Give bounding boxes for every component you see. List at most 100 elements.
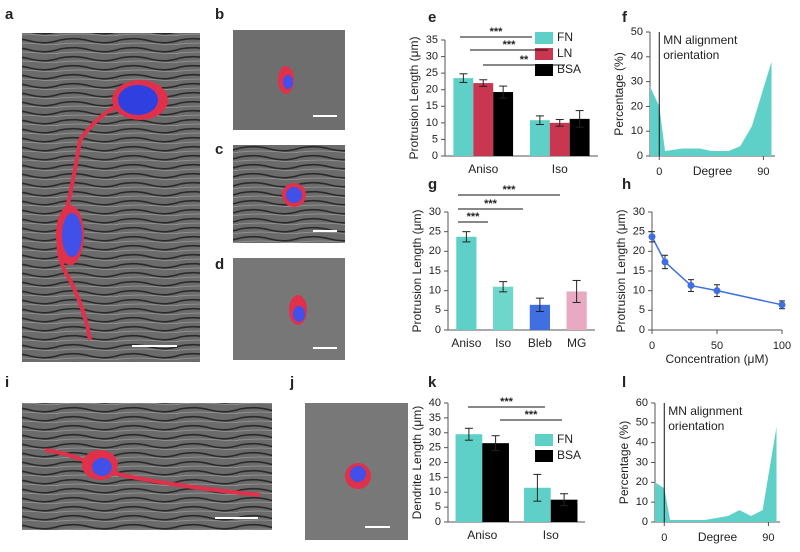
x-tick-label: Aniso [467, 528, 497, 542]
significance-label: *** [484, 198, 498, 210]
error-bar [499, 281, 508, 293]
y-axis-title: Dendrite Length (μm) [410, 406, 424, 520]
y-axis-title: Protrusion Length (μm) [410, 210, 424, 333]
panel-label: h [622, 176, 631, 193]
x-tick-label: Bleb [528, 336, 552, 350]
x-tick-label: 0 [649, 340, 655, 352]
x-tick-label: Iso [552, 162, 568, 176]
x-tick-label: Iso [543, 528, 559, 542]
legend-label: BSA [557, 62, 581, 76]
x-tick-label: 50 [711, 340, 723, 352]
significance-label: *** [467, 211, 481, 223]
legend-swatch [535, 32, 553, 44]
significance-label: *** [503, 39, 517, 51]
error-bar [462, 231, 471, 243]
y-tick-label: 0 [435, 516, 441, 528]
y-axis-title: Protrusion Length (μm) [614, 210, 628, 333]
legend-label: LN [557, 46, 572, 60]
bar [455, 434, 483, 522]
panel-label: a [5, 6, 14, 23]
y-tick-label: 40 [636, 437, 648, 449]
legend-swatch [535, 450, 553, 462]
panel-label: g [428, 176, 437, 193]
micrograph-i [22, 403, 272, 530]
micrograph-b [233, 30, 345, 130]
error-bar [499, 85, 508, 99]
x-tick-label: 90 [757, 166, 769, 178]
y-tick-label: 40 [429, 397, 441, 409]
y-tick-label: 35 [426, 34, 438, 46]
error-bar [459, 73, 468, 83]
y-tick-label: 5 [432, 133, 438, 145]
x-tick-label: MG [567, 336, 586, 350]
error-bar [560, 493, 569, 507]
annotation: MN alignment [668, 404, 743, 418]
error-bar [555, 119, 564, 127]
annotation: orientation [668, 419, 724, 433]
y-tick-label: 5 [435, 501, 441, 513]
y-tick-label: 35 [429, 412, 441, 424]
annotation: orientation [663, 48, 719, 62]
y-tick-label: 15 [429, 265, 441, 277]
x-tick-label: 0 [661, 532, 667, 544]
y-tick-label: 10 [636, 496, 648, 508]
x-tick-label: Aniso [451, 336, 481, 350]
bar [456, 236, 477, 330]
bar [453, 78, 474, 156]
y-axis-title: Protrusion Length (μm) [407, 37, 421, 160]
y-tick-label: 30 [429, 427, 441, 439]
x-tick-label: Aniso [468, 162, 498, 176]
y-tick-label: 0 [639, 324, 645, 336]
bar [482, 443, 509, 522]
y-tick-label: 30 [429, 206, 441, 218]
legend-swatch [535, 64, 553, 76]
y-tick-label: 25 [633, 226, 645, 238]
legend-swatch [535, 48, 553, 60]
legend-label: FN [557, 30, 573, 44]
panel-label: c [215, 141, 223, 158]
panel-label: i [5, 374, 9, 391]
micrograph-d [233, 258, 345, 360]
y-tick-label: 60 [636, 397, 648, 409]
y-tick-label: 20 [631, 100, 643, 112]
significance-label: *** [525, 409, 539, 421]
y-tick-label: 15 [633, 265, 645, 277]
y-tick-label: 15 [429, 471, 441, 483]
y-tick-label: 10 [429, 486, 441, 498]
significance-label: *** [490, 26, 504, 38]
y-tick-label: 10 [631, 125, 643, 137]
y-tick-label: 20 [426, 84, 438, 96]
panel-label: b [215, 6, 224, 23]
bar [529, 120, 550, 156]
y-tick-label: 20 [633, 245, 645, 257]
y-tick-label: 30 [426, 50, 438, 62]
panel-label: e [428, 9, 436, 26]
bar [493, 286, 514, 330]
y-tick-label: 5 [435, 304, 441, 316]
y-tick-label: 40 [631, 51, 643, 63]
annotation: MN alignment [663, 33, 738, 47]
bar [566, 291, 587, 330]
error-bar [464, 427, 473, 441]
y-tick-label: 20 [636, 476, 648, 488]
error-bar [535, 297, 544, 313]
point [713, 287, 721, 295]
y-tick-label: 0 [637, 150, 643, 162]
x-axis-title: Degree [698, 530, 738, 544]
y-tick-label: 0 [435, 324, 441, 336]
panel-label: l [622, 374, 626, 391]
significance-label: *** [500, 396, 514, 408]
panel-label: f [622, 9, 628, 26]
significance-label: *** [503, 184, 517, 196]
x-axis-title: Degree [693, 164, 733, 178]
bar [569, 118, 590, 156]
y-tick-label: 25 [429, 442, 441, 454]
y-tick-label: 30 [631, 76, 643, 88]
x-tick-label: 100 [773, 340, 791, 352]
y-tick-label: 30 [633, 206, 645, 218]
point [778, 301, 786, 309]
y-tick-label: 20 [429, 456, 441, 468]
error-bar [575, 110, 584, 128]
y-tick-label: 25 [426, 67, 438, 79]
